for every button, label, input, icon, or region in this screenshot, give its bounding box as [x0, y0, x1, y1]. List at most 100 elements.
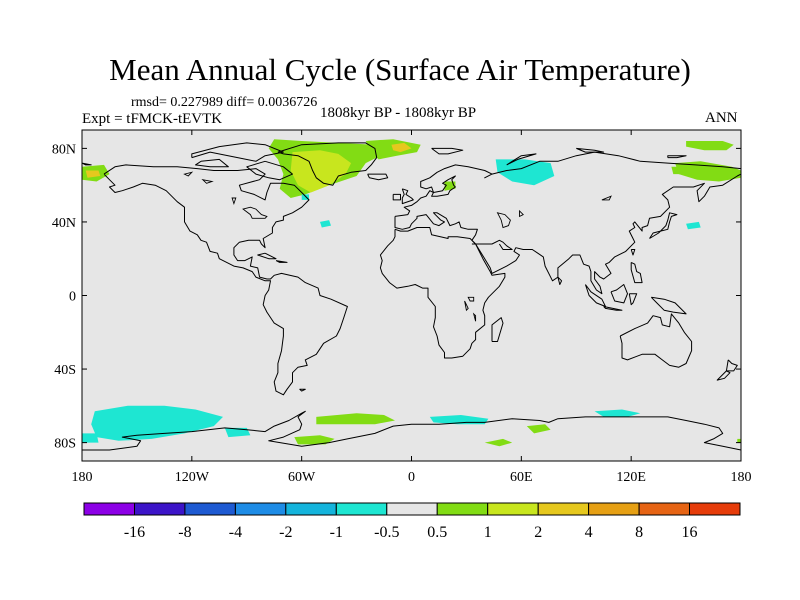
y-tick-label: 40N [52, 216, 76, 231]
colorbar-box [83, 502, 135, 516]
coastline [191, 142, 284, 162]
colorbar-label: -2 [279, 524, 292, 541]
anomaly-patch-antarctic-100e-cool [594, 409, 641, 417]
coastline [619, 313, 693, 368]
y-tick-label: 0 [69, 290, 76, 305]
colorbar-label: -0.5 [374, 524, 399, 541]
lake-outline [231, 197, 237, 206]
x-tick-label: 60E [510, 470, 533, 485]
coastline [246, 160, 293, 181]
lake-outline [601, 195, 612, 201]
anomaly-patch-greenland-core [290, 150, 352, 193]
coastline [649, 212, 678, 239]
lake-outline [472, 312, 477, 322]
anomaly-patch-nordic-orange [391, 142, 412, 153]
colorbar-box [335, 502, 388, 516]
y-tick-label: 40S [54, 363, 76, 378]
coastline [103, 164, 348, 396]
coastline [275, 260, 288, 263]
colorbar-box [134, 502, 186, 516]
colorbar-box [184, 502, 236, 516]
coastlines [81, 142, 742, 451]
coastline [506, 153, 537, 166]
x-tick-label: 120W [175, 470, 210, 485]
colorbar-box [638, 502, 691, 516]
anomaly-patch-amundsen-cool [224, 427, 251, 438]
coastline [299, 388, 306, 392]
x-tick-label: 120E [616, 470, 646, 485]
anomaly-patch-alaska-yellow [85, 170, 101, 178]
coastline [603, 306, 623, 311]
lake-outlines [183, 171, 612, 322]
lake-outline [519, 209, 524, 218]
coastline [82, 410, 742, 451]
coastline [392, 193, 401, 201]
colorbar-box [234, 502, 287, 516]
page-title: Mean Annual Cycle (Surface Air Temperatu… [109, 52, 691, 87]
coastline [277, 142, 378, 186]
lake-outline [496, 212, 511, 229]
colorbar-box [588, 502, 640, 516]
anomaly-patch-weddell-south-warm [294, 435, 335, 445]
map-background [82, 130, 741, 461]
anomaly-patches [82, 139, 741, 447]
colorbar-label: 2 [534, 524, 542, 541]
coastline [491, 317, 504, 342]
lake-outline [201, 178, 214, 184]
anomaly-patch-russia-cool [495, 159, 555, 186]
colorbar-label: 1 [484, 524, 492, 541]
coastline [195, 158, 229, 168]
colorbar-label: -8 [178, 524, 191, 541]
colorbar-boxes [83, 502, 741, 516]
coastline [628, 293, 638, 306]
anomaly-patch-antarctic-40e-warm [484, 438, 513, 447]
anomaly-patch-ross-cool [91, 405, 223, 441]
colorbar-label: 4 [585, 524, 593, 541]
experiment-label: Expt = tFMCK-tEVTK [82, 111, 223, 127]
coastline [367, 173, 389, 181]
coastline [610, 284, 628, 304]
anomaly-patch-antarctic-60e-warm [526, 424, 551, 434]
colorbar-box [436, 502, 489, 516]
coastline [81, 162, 92, 166]
x-tick-label: 60W [288, 470, 316, 485]
colorbar-label: 8 [635, 524, 643, 541]
coastline [557, 276, 563, 285]
colorbar-label: -16 [124, 524, 145, 541]
coastline [379, 227, 506, 359]
anomaly-patch-weddell-warm [316, 413, 395, 425]
coastline [630, 261, 643, 284]
stats-label: rmsd= 0.227989 diff= 0.0036726 [131, 95, 318, 110]
anomaly-patch-antarctic-east-warm [737, 438, 741, 443]
lake-outline [464, 300, 469, 312]
coastline [471, 239, 513, 250]
anomaly-patch-siberia-ne2 [671, 166, 687, 175]
colorbar-box [689, 502, 741, 516]
y-tick-label: 80S [54, 437, 76, 452]
coastline [431, 147, 464, 155]
y-axis-ticks: 80N 40N 0 40S 80S [52, 142, 741, 452]
coastline [630, 249, 636, 256]
coastline [401, 188, 414, 205]
x-axis-ticks: 180 120W 60W 0 60E 120E 180 [72, 130, 752, 485]
coastline [725, 359, 738, 372]
coastline [650, 296, 687, 315]
x-tick-label: 180 [72, 470, 93, 485]
y-tick-label: 80N [52, 142, 76, 157]
lake-outline [467, 296, 475, 302]
colorbar-label: -1 [330, 524, 343, 541]
lake-outline [242, 206, 268, 219]
colorbar-label: -4 [229, 524, 242, 541]
coastline [257, 252, 277, 260]
colorbar-label: 16 [682, 524, 698, 541]
colorbar-labels: -16 -8 -4 -2 -1 -0.5 0.5 1 2 4 8 16 [124, 524, 698, 541]
coastline [667, 155, 687, 159]
season-label: ANN [705, 110, 738, 126]
anomaly-patch-pacific-cool [686, 221, 701, 230]
coastline [394, 151, 742, 295]
coastline [716, 370, 731, 381]
colorbar-box [487, 502, 539, 516]
period-label: 1808kyr BP - 1808kyr BP [320, 105, 477, 121]
